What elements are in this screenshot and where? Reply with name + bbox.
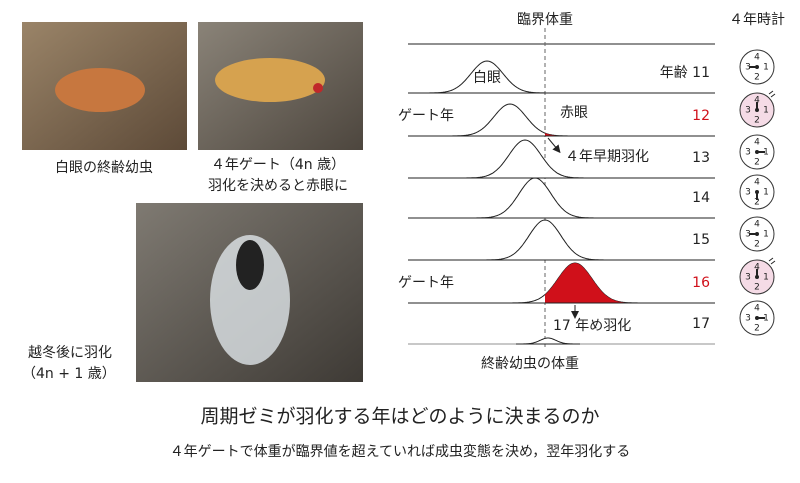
clock-center xyxy=(755,275,759,279)
age-label: 14 xyxy=(692,190,710,206)
clock-number: 1 xyxy=(763,188,769,198)
alarm-mark xyxy=(768,90,776,98)
distribution xyxy=(423,60,551,94)
clock-number: 2 xyxy=(754,240,760,250)
caption: 羽化を決めると赤眼に xyxy=(208,178,348,194)
clock-number: 3 xyxy=(745,188,751,198)
clock-number: 4 xyxy=(754,138,760,148)
clock-center xyxy=(755,316,759,320)
clock-number: 2 xyxy=(754,158,760,168)
clock-number: 2 xyxy=(754,116,760,126)
gate-label: ゲート年 xyxy=(398,108,454,124)
clock-number: 4 xyxy=(754,178,760,188)
age-label: 16 xyxy=(692,275,710,291)
clock-number: 2 xyxy=(754,324,760,334)
clock-number: 3 xyxy=(745,106,751,116)
clock-number: 1 xyxy=(763,148,769,158)
cicada-body xyxy=(236,240,264,290)
age-label: 12 xyxy=(692,108,710,124)
red-eye xyxy=(313,83,323,93)
x-label: 終齢幼虫の体重 xyxy=(481,356,579,372)
curve-label: 白眼 xyxy=(473,70,501,86)
age-label: 17 xyxy=(692,316,710,332)
distribution xyxy=(471,177,599,219)
clock-center xyxy=(755,232,759,236)
arrow xyxy=(547,137,561,154)
clock-number: 2 xyxy=(754,283,760,293)
clock-number: 3 xyxy=(745,230,751,240)
clock-number: 4 xyxy=(754,96,760,106)
caption: （4n + 1 歳） xyxy=(22,366,116,382)
clock-number: 2 xyxy=(754,73,760,83)
footer-title: 周期ゼミが羽化する年はどのように決まるのか xyxy=(200,406,599,428)
distribution xyxy=(516,337,580,345)
wings xyxy=(210,235,290,365)
clock-number: 2 xyxy=(754,198,760,208)
clock-center xyxy=(755,108,759,112)
distribution-over-threshold xyxy=(545,263,643,303)
curve-label: 赤眼 xyxy=(560,105,588,121)
critical-weight-label: 臨界体重 xyxy=(517,12,573,28)
clock-number: 4 xyxy=(754,263,760,273)
distribution xyxy=(461,139,589,179)
clock-center xyxy=(755,65,759,69)
clock-center xyxy=(755,190,759,194)
clock-number: 4 xyxy=(754,53,760,63)
caption: 越冬後に羽化 xyxy=(28,345,112,361)
annotation: ４年早期羽化 xyxy=(565,149,649,165)
larva xyxy=(215,58,325,102)
annotation: 17 年め羽化 xyxy=(553,318,631,334)
alarm-mark xyxy=(768,257,776,265)
clock-number: 1 xyxy=(763,273,769,283)
gate-label: ゲート年 xyxy=(398,275,454,291)
caption: 白眼の終齢幼虫 xyxy=(55,160,153,176)
clock-number: 3 xyxy=(745,63,751,73)
clock-number: 4 xyxy=(754,304,760,314)
clock-number: 3 xyxy=(745,314,751,324)
caption: ４年ゲート（4n 歳） xyxy=(211,157,345,173)
age-label: 15 xyxy=(692,232,710,248)
clock-number: 4 xyxy=(754,220,760,230)
age-label: 年齢 11 xyxy=(660,65,710,81)
age-label: 13 xyxy=(692,150,710,166)
clock-title: ４年時計 xyxy=(729,12,785,28)
larva xyxy=(55,68,145,112)
footer-subtitle: ４年ゲートで体重が臨界値を超えていれば成虫変態を決め，翌年羽化する xyxy=(170,443,631,460)
clock-number: 3 xyxy=(745,273,751,283)
clock-number: 1 xyxy=(763,63,769,73)
distribution xyxy=(481,219,609,261)
distribution xyxy=(446,103,574,137)
clock-number: 1 xyxy=(763,106,769,116)
clock-number: 1 xyxy=(763,230,769,240)
clock-number: 3 xyxy=(745,148,751,158)
clock-center xyxy=(755,150,759,154)
clock-number: 1 xyxy=(763,314,769,324)
distribution-over-threshold xyxy=(545,133,574,136)
